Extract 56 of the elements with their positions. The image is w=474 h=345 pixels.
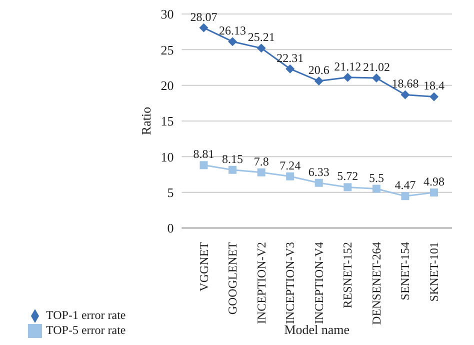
- point: [257, 168, 266, 176]
- point: [228, 37, 238, 46]
- x-tick-label: RESNET-152: [340, 242, 355, 308]
- y-axis-title: Ratio: [138, 106, 154, 136]
- point: [286, 172, 294, 180]
- data-label: 4.98: [424, 174, 444, 188]
- x-tick-label: SENET-154: [398, 242, 412, 300]
- data-label: 6.33: [308, 164, 330, 179]
- point: [372, 184, 380, 193]
- data-label: 8.81: [193, 147, 214, 162]
- data-label: 21.02: [362, 60, 390, 74]
- y-tick-label: 15: [160, 114, 174, 129]
- x-tick-label: DENSENET-264: [369, 242, 384, 325]
- x-axis-title: Model name: [284, 322, 350, 337]
- point: [400, 90, 410, 100]
- data-label: 22.31: [276, 50, 304, 65]
- point: [430, 188, 438, 196]
- y-tick-label: 25: [160, 42, 174, 58]
- point: [372, 74, 381, 83]
- data-label: 5.72: [337, 169, 358, 184]
- point: [286, 64, 295, 74]
- point: [200, 161, 208, 170]
- data-label: 8.15: [222, 152, 244, 166]
- data-label: 28.07: [190, 10, 218, 24]
- x-tick-label: INCEPTION-V4: [312, 242, 326, 324]
- data-label: 26.13: [219, 24, 246, 38]
- point: [314, 178, 323, 187]
- point: [430, 92, 438, 102]
- point: [343, 72, 352, 82]
- x-tick-label: SKNET-101: [427, 242, 441, 302]
- data-label: 21.12: [334, 59, 362, 74]
- data-label: 5.5: [368, 170, 384, 185]
- y-tick-label: 5: [167, 184, 174, 200]
- point: [199, 23, 208, 32]
- point: [256, 44, 266, 53]
- point: [314, 76, 324, 86]
- data-label: 20.6: [308, 63, 330, 78]
- point: [344, 183, 352, 192]
- x-tick-label: GOOGLENET: [226, 241, 240, 315]
- data-label: 7.24: [280, 158, 301, 172]
- legend-label: TOP-5 error rate: [46, 322, 126, 337]
- y-tick-label: 30: [160, 6, 174, 22]
- x-tick-label: INCEPTION-V2: [254, 242, 268, 324]
- point: [228, 166, 237, 174]
- y-tick-label: 10: [160, 149, 174, 164]
- y-tick-label: 0: [167, 220, 174, 236]
- data-label: 18.68: [392, 76, 419, 91]
- y-tick-label: 20: [160, 78, 174, 93]
- point: [401, 192, 410, 200]
- data-label: 18.4: [424, 78, 444, 93]
- data-label: 4.47: [394, 178, 416, 192]
- x-tick-label: VGGNET: [196, 241, 211, 292]
- data-label: 25.21: [248, 30, 275, 44]
- x-tick-label: INCEPTION-V3: [283, 242, 298, 324]
- data-label: 7.8: [254, 154, 269, 168]
- legend-label: TOP-1 error rate: [46, 308, 126, 322]
